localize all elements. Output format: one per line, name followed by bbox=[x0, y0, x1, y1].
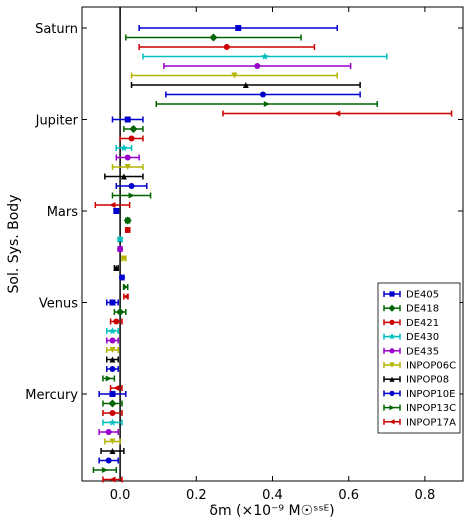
data-point bbox=[231, 72, 238, 79]
y-tick-label: Venus bbox=[39, 297, 78, 312]
data-point bbox=[261, 52, 269, 60]
legend-marker bbox=[389, 319, 395, 325]
data-point bbox=[113, 385, 120, 391]
data-point bbox=[119, 274, 126, 281]
y-tick-label: Mars bbox=[47, 205, 79, 220]
series-de435 bbox=[98, 63, 352, 435]
data-point bbox=[109, 356, 116, 363]
legend-marker bbox=[389, 291, 395, 297]
data-point bbox=[124, 164, 131, 170]
data-point bbox=[122, 293, 129, 300]
data-point bbox=[108, 327, 117, 335]
data-point bbox=[128, 135, 135, 142]
y-tick-label: Saturn bbox=[35, 22, 78, 37]
data-point bbox=[109, 448, 116, 454]
data-point bbox=[109, 391, 116, 397]
data-point bbox=[117, 246, 124, 252]
data-point bbox=[101, 467, 108, 473]
data-point bbox=[128, 192, 135, 199]
legend: DE405 DE418 DE421 DE430 DE435 INPOP06C INPOP08… bbox=[377, 282, 461, 434]
y-axis: Saturn Jupiter Mars Venus Mercury bbox=[25, 22, 463, 403]
data-point bbox=[128, 183, 135, 189]
series-inpop10e bbox=[98, 91, 361, 464]
data-point bbox=[105, 457, 112, 464]
legend-entry-de435: DE435 bbox=[406, 346, 439, 357]
legend-entry-de421: DE421 bbox=[406, 318, 439, 329]
data-point bbox=[122, 284, 129, 290]
data-point bbox=[109, 410, 116, 416]
data-point bbox=[263, 101, 270, 107]
legend-entry-de405: DE405 bbox=[406, 290, 439, 301]
data-point bbox=[124, 154, 131, 161]
data-point bbox=[109, 476, 116, 483]
series-inpop17a bbox=[94, 110, 453, 483]
data-point bbox=[109, 337, 116, 344]
legend-entry-inpop10e: INPOP10E bbox=[406, 389, 455, 400]
legend-entry-de418: DE418 bbox=[406, 304, 439, 315]
y-axis-label: Sol. Sys. Body bbox=[6, 195, 22, 294]
data-series bbox=[92, 25, 453, 483]
legend-entry-inpop06c: INPOP06C bbox=[406, 361, 456, 372]
data-point bbox=[124, 116, 131, 123]
data-point bbox=[108, 399, 117, 408]
series-inpop08 bbox=[100, 82, 361, 454]
data-point bbox=[120, 144, 128, 152]
series-inpop06c bbox=[104, 72, 339, 445]
data-point bbox=[113, 208, 120, 214]
data-point bbox=[116, 235, 124, 243]
data-point bbox=[109, 202, 116, 208]
legend-marker bbox=[389, 376, 395, 382]
x-axis: 0.0 0.2 0.4 0.6 0.8 bbox=[110, 7, 435, 503]
series-de418 bbox=[102, 33, 302, 408]
legend-marker bbox=[388, 304, 396, 312]
series-inpop13c bbox=[92, 101, 379, 473]
data-point bbox=[109, 299, 116, 306]
data-point bbox=[235, 25, 242, 31]
data-point bbox=[108, 418, 117, 426]
x-tick-label: 0.4 bbox=[262, 488, 283, 503]
data-point bbox=[109, 366, 116, 372]
data-point bbox=[254, 63, 261, 69]
x-axis-label: δm (×10⁻⁹ M☉ˢˢᴱ) bbox=[209, 503, 334, 519]
data-point bbox=[129, 125, 138, 133]
x-tick-label: 0.2 bbox=[186, 488, 207, 503]
legend-marker bbox=[389, 390, 395, 396]
legend-entry-inpop17a: INPOP17A bbox=[406, 417, 456, 428]
legend-marker bbox=[389, 348, 395, 354]
data-point bbox=[124, 227, 131, 233]
data-point bbox=[105, 375, 112, 382]
legend-marker bbox=[389, 419, 395, 425]
data-point bbox=[113, 265, 120, 271]
series-de405 bbox=[98, 25, 339, 397]
x-tick-label: 0.6 bbox=[338, 488, 359, 503]
data-point bbox=[109, 347, 116, 353]
data-point bbox=[223, 44, 230, 50]
series-de430 bbox=[102, 52, 388, 426]
legend-marker bbox=[388, 333, 396, 340]
data-point bbox=[209, 33, 218, 42]
data-point bbox=[109, 438, 116, 445]
data-point bbox=[120, 173, 127, 180]
data-point bbox=[242, 82, 249, 88]
series-de421 bbox=[102, 44, 316, 416]
data-point bbox=[123, 216, 132, 225]
data-point bbox=[116, 308, 125, 316]
data-point bbox=[334, 110, 341, 117]
legend-marker bbox=[389, 405, 395, 411]
data-point bbox=[105, 429, 112, 435]
data-point bbox=[259, 91, 266, 98]
data-point bbox=[120, 255, 127, 262]
legend-marker bbox=[389, 362, 395, 368]
legend-entry-inpop13c: INPOP13C bbox=[406, 403, 456, 414]
data-point bbox=[113, 318, 120, 325]
x-tick-label: 0.8 bbox=[415, 488, 436, 503]
x-tick-label: 0.0 bbox=[110, 488, 131, 503]
legend-entry-inpop08: INPOP08 bbox=[406, 375, 449, 386]
y-tick-label: Jupiter bbox=[35, 114, 79, 129]
y-tick-label: Mercury bbox=[25, 388, 78, 403]
legend-entry-de430: DE430 bbox=[406, 332, 439, 343]
